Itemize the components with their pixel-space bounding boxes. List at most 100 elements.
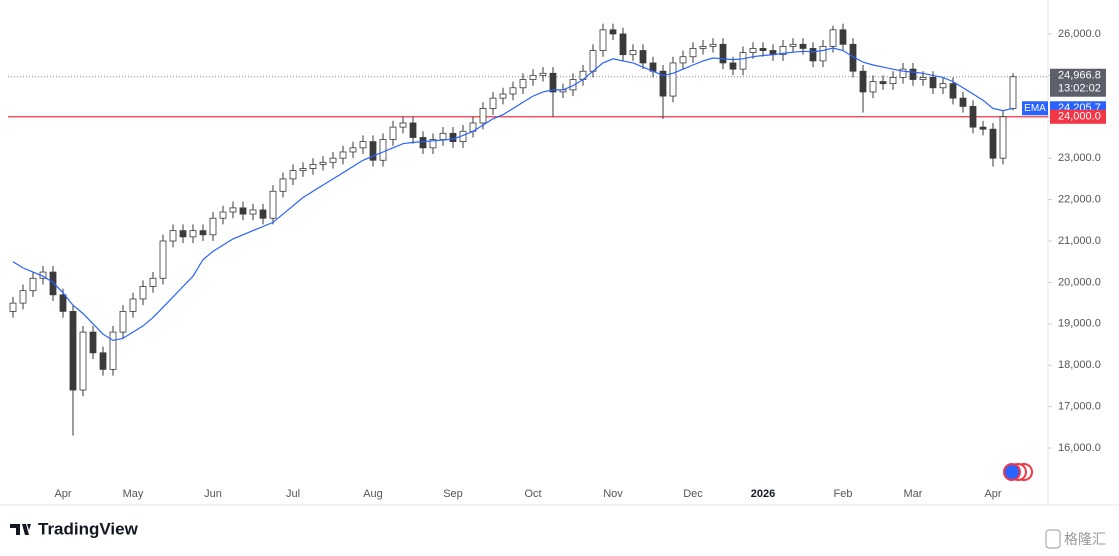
candle xyxy=(29,272,37,297)
candle-body xyxy=(359,141,367,149)
x-tick-label: Sep xyxy=(443,488,463,500)
candle-body xyxy=(799,43,807,49)
candle xyxy=(899,62,907,84)
candle-body xyxy=(229,207,237,213)
candle-body xyxy=(249,209,257,215)
countdown-text: 13:02:02 xyxy=(1058,83,1101,95)
candle-body xyxy=(619,33,627,56)
candle-body xyxy=(479,108,487,124)
candle xyxy=(419,131,427,155)
x-tick-label: 2026 xyxy=(751,488,775,500)
candle-body xyxy=(779,45,787,56)
candle-body xyxy=(669,62,677,97)
candle xyxy=(139,280,147,306)
candle-body xyxy=(449,132,457,143)
candle xyxy=(989,122,997,167)
candle-body xyxy=(699,45,707,49)
ema-tag: EMA xyxy=(1024,103,1046,114)
candle-body xyxy=(109,331,117,370)
candle-body xyxy=(909,68,917,80)
candle xyxy=(599,23,607,57)
candle-body xyxy=(179,230,187,238)
candle xyxy=(249,203,257,221)
candle-body xyxy=(959,97,967,107)
candle-body xyxy=(329,157,337,163)
candle-body xyxy=(709,43,717,47)
y-tick-label: 26,000.0 xyxy=(1058,28,1101,40)
y-tick-label: 18,000.0 xyxy=(1058,359,1101,371)
candle xyxy=(109,325,117,376)
candle-body xyxy=(599,29,607,51)
candle xyxy=(229,201,237,219)
candle-body xyxy=(199,230,207,236)
candle xyxy=(299,162,307,177)
candle-body xyxy=(899,68,907,78)
candle-body xyxy=(859,70,867,93)
watermark-group: 格隆汇 xyxy=(1045,529,1106,549)
candle xyxy=(49,265,57,302)
x-tick-label: Jul xyxy=(286,488,300,500)
candle xyxy=(639,44,647,70)
candle xyxy=(319,156,327,171)
candle xyxy=(539,67,547,82)
last-price-box xyxy=(1050,68,1106,97)
candle xyxy=(329,151,337,169)
candle-body xyxy=(659,70,667,97)
candle xyxy=(869,75,877,99)
candle-body xyxy=(939,83,947,89)
candle-body xyxy=(989,128,997,159)
candle-body xyxy=(419,137,427,149)
candle xyxy=(169,224,177,248)
candle xyxy=(739,46,747,76)
candle-body xyxy=(119,310,127,333)
y-tick-label: 23,000.0 xyxy=(1058,152,1101,164)
candle-body xyxy=(809,48,817,62)
candle-body xyxy=(819,45,827,62)
candle xyxy=(289,164,297,186)
candle-body xyxy=(319,161,327,165)
candle-body xyxy=(89,331,97,354)
candle-body xyxy=(929,77,937,89)
candle-body xyxy=(749,48,757,53)
candle xyxy=(19,284,27,310)
candle xyxy=(789,38,797,53)
last-price-label: 24,966.813:02:02 xyxy=(1050,68,1106,97)
candle xyxy=(369,135,377,167)
y-tick-label: 16,000.0 xyxy=(1058,442,1101,454)
candle xyxy=(819,40,827,68)
candle xyxy=(99,346,107,376)
candle-body xyxy=(719,43,727,64)
candle-body xyxy=(189,230,197,238)
candle xyxy=(999,110,1007,165)
candle xyxy=(979,120,987,136)
candle-body xyxy=(889,77,897,85)
candle xyxy=(199,224,207,241)
candle xyxy=(679,50,687,70)
candle-body xyxy=(429,139,437,149)
candle-body xyxy=(609,29,617,35)
x-tick-label: Mar xyxy=(904,488,923,500)
watermark: 格隆汇 xyxy=(1064,532,1106,548)
candle xyxy=(159,234,167,285)
candle-body xyxy=(539,72,547,76)
hline-box xyxy=(1050,109,1106,124)
candle xyxy=(879,75,887,90)
x-tick-label: Apr xyxy=(54,488,71,500)
candle-body xyxy=(969,106,977,128)
candle xyxy=(189,224,197,244)
y-tick-label: 22,000.0 xyxy=(1058,193,1101,205)
candle xyxy=(349,141,357,159)
candle-body xyxy=(209,217,217,236)
candle xyxy=(119,305,127,339)
candle xyxy=(699,40,707,55)
candle xyxy=(389,120,397,146)
candle-body xyxy=(629,50,637,56)
candle xyxy=(759,42,767,57)
y-tick-label: 21,000.0 xyxy=(1058,235,1101,247)
candle-body xyxy=(489,97,497,109)
candle-body xyxy=(59,294,67,312)
candle-body xyxy=(239,207,247,215)
candle-body xyxy=(9,302,17,312)
candle-body xyxy=(219,211,227,219)
